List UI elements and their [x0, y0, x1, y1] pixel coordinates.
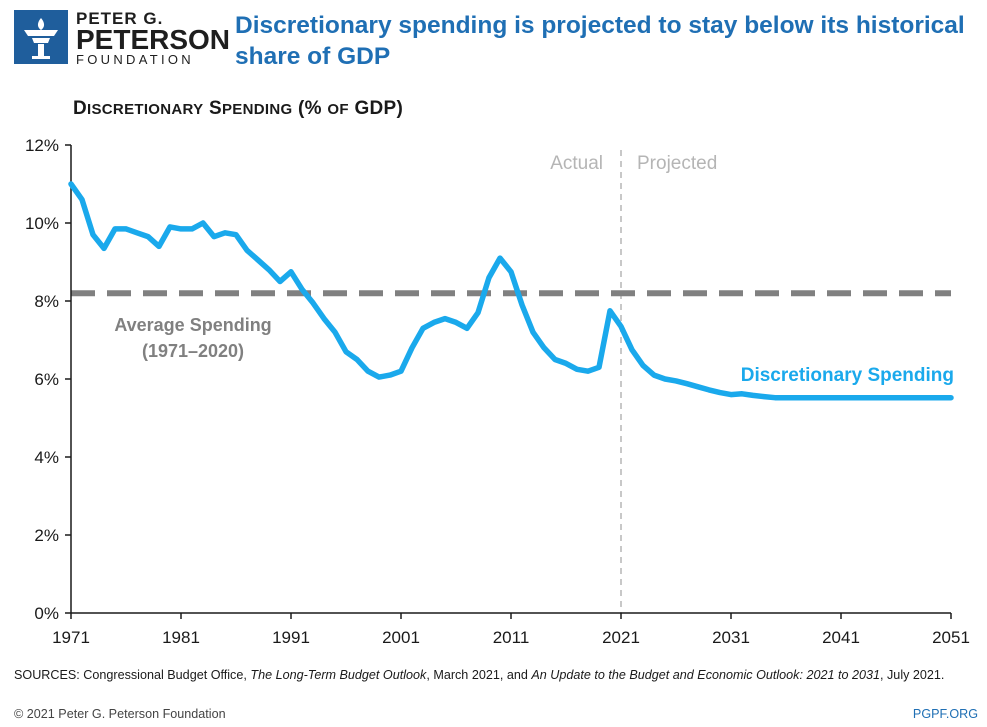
average-label: Average Spending [114, 315, 271, 335]
chart-title: Discretionary Spending (% of GDP) [73, 98, 403, 120]
logo-line3: FOUNDATION [76, 52, 194, 67]
headline: Discretionary spending is projected to s… [235, 12, 965, 70]
sources-report-1: The Long-Term Budget Outlook [250, 668, 427, 682]
y-tick-label: 12% [25, 136, 59, 155]
series-label: Discretionary Spending [741, 365, 954, 386]
torch-logo-icon [14, 10, 68, 64]
logo-line2: PETERSON [76, 24, 231, 55]
chart-title-word1: iscretionary [87, 101, 204, 118]
sources-report-2: An Update to the Budget and Economic Out… [531, 668, 881, 682]
chart-title-suffix-close: GDP) [348, 98, 404, 119]
sources-text-2: , March 2021, and [426, 668, 532, 682]
x-tick-label: 2031 [712, 628, 750, 647]
x-tick-label: 2051 [932, 628, 970, 647]
chart-title-of: of [327, 101, 349, 118]
x-tick-label: 2011 [493, 628, 530, 647]
y-tick-label: 2% [34, 526, 59, 545]
y-tick-label: 10% [25, 214, 59, 233]
chart-title-prefix: D [73, 98, 88, 119]
actual-label: Actual [550, 153, 603, 174]
y-tick-label: 4% [34, 448, 59, 467]
chart-title-suffix-open: (% [292, 98, 328, 119]
sources-text-1: SOURCES: Congressional Budget Office, [14, 668, 251, 682]
x-tick-label: 2041 [822, 628, 860, 647]
x-tick-label: 1981 [162, 628, 200, 647]
sources-note: SOURCES: Congressional Budget Office, Th… [14, 667, 979, 684]
website-link[interactable]: PGPF.ORG [912, 707, 978, 721]
chart-title-word2: pending [221, 101, 293, 118]
copyright: © 2021 Peter G. Peterson Foundation [14, 707, 226, 721]
projected-label: Projected [637, 153, 717, 174]
x-tick-label: 2021 [602, 628, 640, 647]
x-tick-label: 2001 [382, 628, 420, 647]
y-tick-label: 8% [34, 292, 59, 311]
logo-line1: PETER G. [76, 9, 164, 28]
sources-text-3: , July 2021. [880, 668, 945, 682]
average-label-period: (1971–2020) [142, 341, 244, 361]
x-tick-label: 1991 [272, 628, 310, 647]
y-tick-label: 0% [34, 604, 59, 623]
line-chart: 0% 2% 4% 6% 8% 10% 12% 1971 1981 1991 2001 2011 2021… [25, 136, 970, 647]
chart-title-mid: S [203, 98, 222, 119]
pgpf-logo: PETER G. PETERSON FOUNDATION [14, 10, 230, 68]
x-tick-label: 1971 [52, 628, 90, 647]
y-tick-label: 6% [34, 370, 59, 389]
discretionary-spending-line [68, 181, 954, 401]
